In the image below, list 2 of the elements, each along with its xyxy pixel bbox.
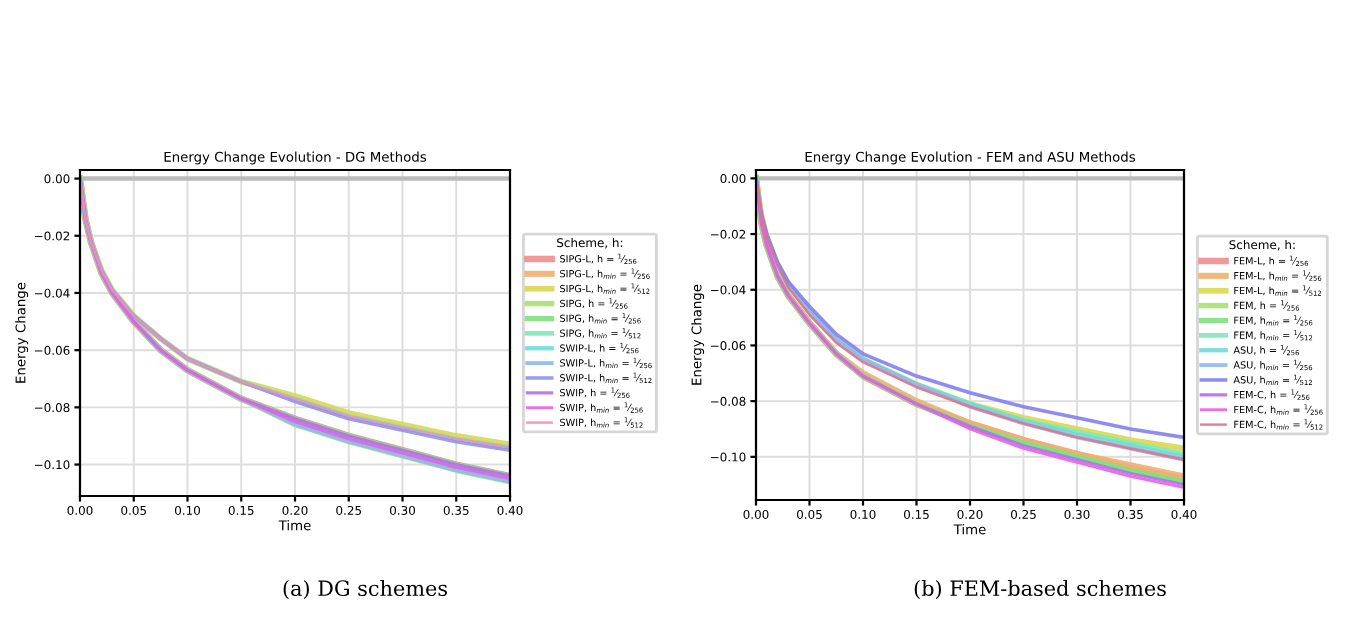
text: (b) FEM-based schemes bbox=[914, 579, 1166, 599]
text: (a) DG schemes bbox=[283, 579, 447, 599]
